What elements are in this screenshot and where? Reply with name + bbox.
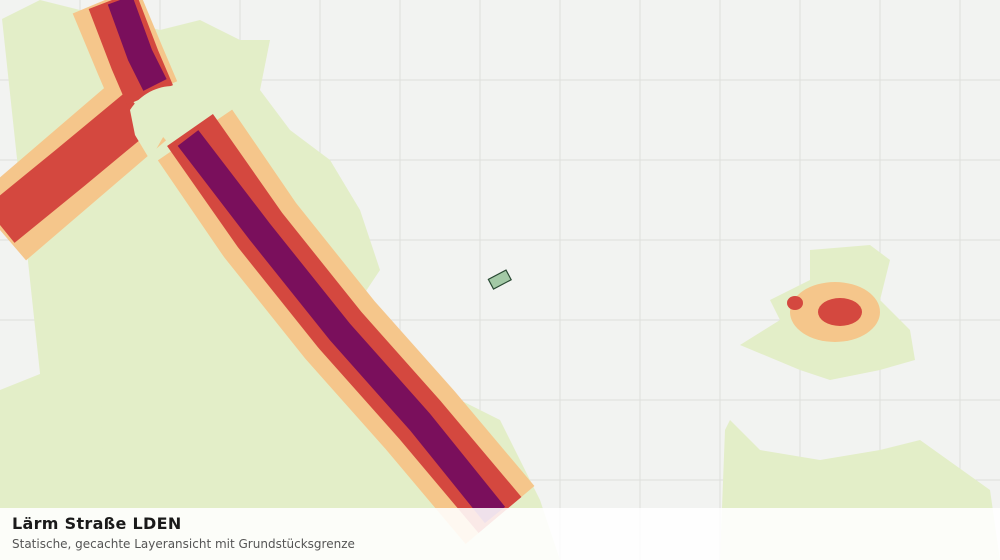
layer-subtitle: Statische, gecachte Layeransicht mit Gru… (12, 537, 355, 551)
parcel-boundary (487, 269, 512, 290)
junction-green (130, 86, 200, 160)
info-panel: Lärm Straße LDEN Statische, gecachte Lay… (0, 508, 1000, 560)
noise-bands (0, 0, 535, 544)
noise-high (818, 298, 862, 326)
noise-high (787, 296, 803, 310)
blank-area (0, 0, 40, 20)
layer-title: Lärm Straße LDEN (12, 514, 182, 533)
